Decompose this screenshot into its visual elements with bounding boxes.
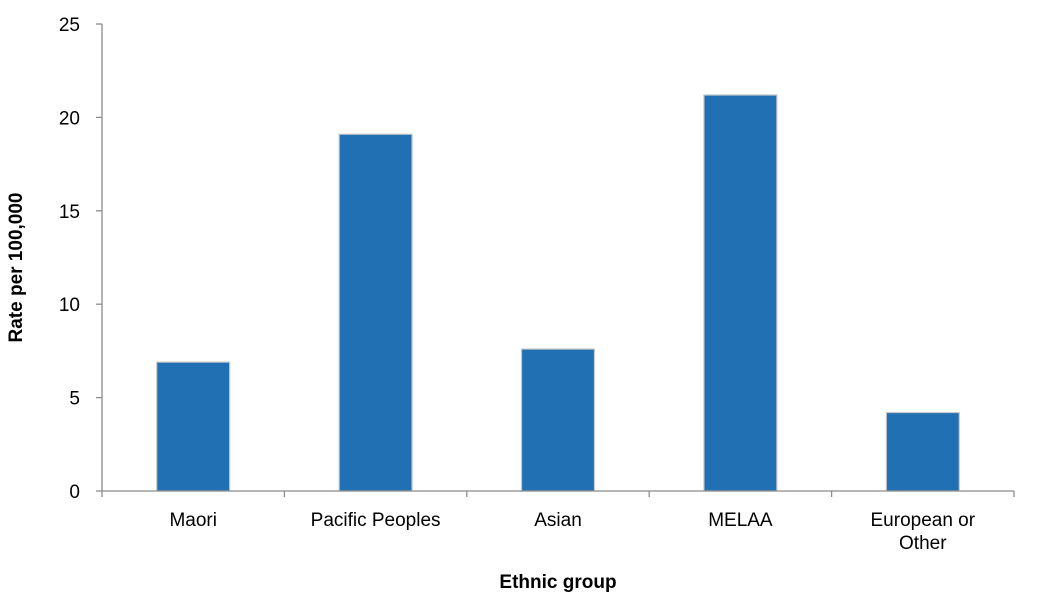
x-tick-label: Asian: [534, 510, 582, 531]
bar-asian: [520, 348, 596, 492]
y-tick-label: 20: [59, 108, 80, 129]
x-tick-label: MELAA: [708, 510, 773, 531]
x-axis-title: Ethnic group: [499, 572, 616, 593]
axes-layer: [101, 24, 1014, 492]
x-tick-label: Maori: [169, 510, 217, 531]
y-tick-label: 0: [69, 482, 80, 503]
y-tick-label: 15: [59, 202, 80, 223]
bars-layer: [156, 94, 960, 492]
x-tick-label: European or Other: [871, 510, 976, 554]
y-tick-label: 25: [59, 15, 80, 36]
y-ticks: 0 5 10 15 20 25: [59, 15, 102, 503]
x-ticks: Maori Pacific Peoples Asian MELAA European o…: [101, 491, 1015, 554]
bar-melaa: [703, 94, 778, 492]
x-tick-label: Pacific Peoples: [311, 510, 441, 531]
y-tick-label: 5: [69, 389, 80, 410]
bar-european-or-other: [885, 411, 960, 492]
y-axis-title: Rate per 100,000: [6, 193, 27, 343]
bar-pacific-peoples: [338, 133, 413, 492]
bar-maori: [156, 361, 231, 492]
y-tick-label: 10: [59, 295, 80, 316]
